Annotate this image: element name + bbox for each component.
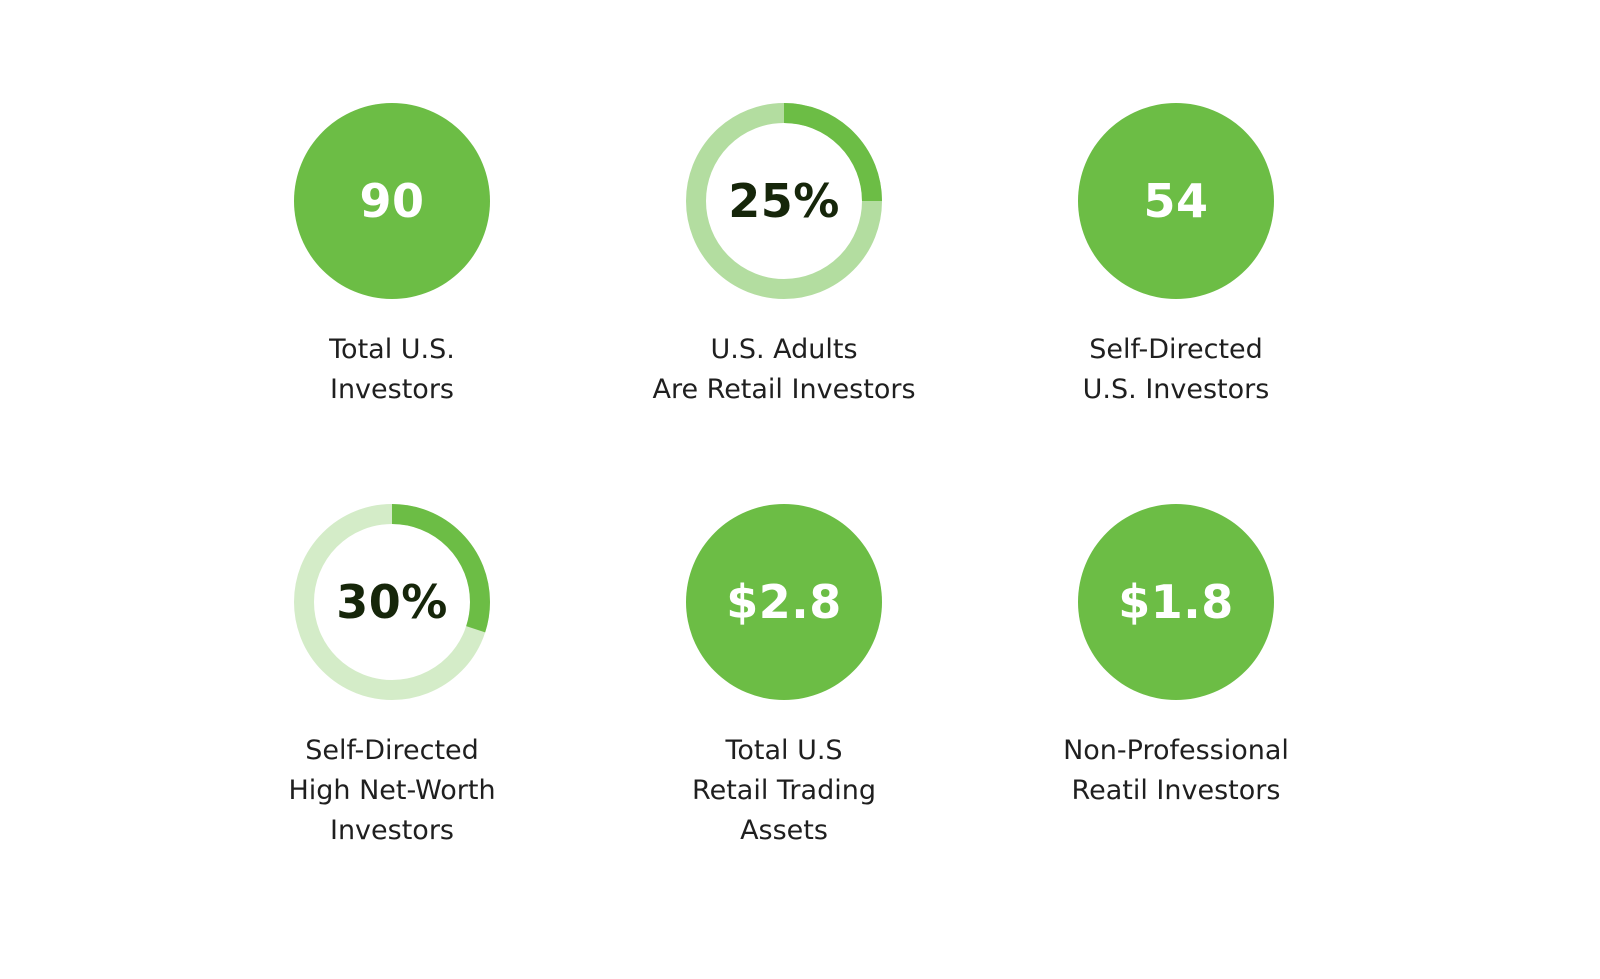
solid-circle-graphic	[686, 504, 882, 700]
stat-label-line: Self-Directed	[1089, 334, 1263, 365]
stat-progress-ring: 30%	[294, 504, 490, 700]
stat-label-line: Are Retail Investors	[652, 374, 916, 405]
stat-label-line: High Net-Worth	[288, 775, 496, 806]
stat-solid-circle: 54	[1078, 103, 1274, 299]
stat-card-high-net-worth: 30% Self-Directed High Net-Worth Investo…	[232, 504, 552, 851]
ring-progress-arc	[294, 504, 490, 700]
stat-card-us-adults-retail: 25% U.S. Adults Are Retail Investors	[624, 103, 944, 410]
stat-label: Total U.S Retail Trading Assets	[624, 731, 944, 851]
stat-label: Non-Professional Reatil Investors	[1016, 731, 1336, 811]
stat-value: 30%	[336, 575, 448, 629]
solid-circle-graphic	[294, 103, 490, 299]
stat-card-total-investors: 90 Total U.S. Investors	[232, 103, 552, 410]
stat-label-line: U.S. Investors	[1082, 374, 1270, 405]
progress-ring-graphic	[294, 504, 490, 700]
stat-label-line: Assets	[740, 815, 828, 846]
stat-label-line: Reatil Investors	[1071, 775, 1281, 806]
progress-ring-graphic	[686, 103, 882, 299]
stat-value: $2.8	[726, 575, 842, 629]
stat-card-non-professional-investors: $1.8 Non-Professional Reatil Investors	[1016, 504, 1336, 811]
stat-label: U.S. Adults Are Retail Investors	[624, 330, 944, 410]
stat-value: 54	[1143, 174, 1209, 228]
stat-label-line: Investors	[329, 815, 454, 846]
stat-solid-circle: 90	[294, 103, 490, 299]
ring-progress-arc	[686, 103, 882, 299]
stat-label-line: Self-Directed	[305, 735, 479, 766]
stat-label-line: Total U.S	[725, 735, 843, 766]
stat-solid-circle: $1.8	[1078, 504, 1274, 700]
stat-solid-circle: $2.8	[686, 504, 882, 700]
stat-card-retail-trading-assets: $2.8 Total U.S Retail Trading Assets	[624, 504, 944, 851]
stat-label: Total U.S. Investors	[232, 330, 552, 410]
stat-label-line: Total U.S.	[329, 334, 455, 365]
stat-label-line: Non-Professional	[1063, 735, 1289, 766]
stat-value: $1.8	[1118, 575, 1234, 629]
stat-progress-ring: 25%	[686, 103, 882, 299]
stat-label: Self-Directed High Net-Worth Investors	[232, 731, 552, 851]
stat-value: 25%	[728, 174, 840, 228]
stat-label: Self-Directed U.S. Investors	[1016, 330, 1336, 410]
solid-circle-graphic	[1078, 504, 1274, 700]
stat-label-line: Investors	[329, 374, 454, 405]
stat-value: 90	[359, 174, 425, 228]
stat-card-self-directed-investors: 54 Self-Directed U.S. Investors	[1016, 103, 1336, 410]
stat-label-line: U.S. Adults	[710, 334, 858, 365]
stat-label-line: Retail Trading	[692, 775, 876, 806]
solid-circle-graphic	[1078, 103, 1274, 299]
